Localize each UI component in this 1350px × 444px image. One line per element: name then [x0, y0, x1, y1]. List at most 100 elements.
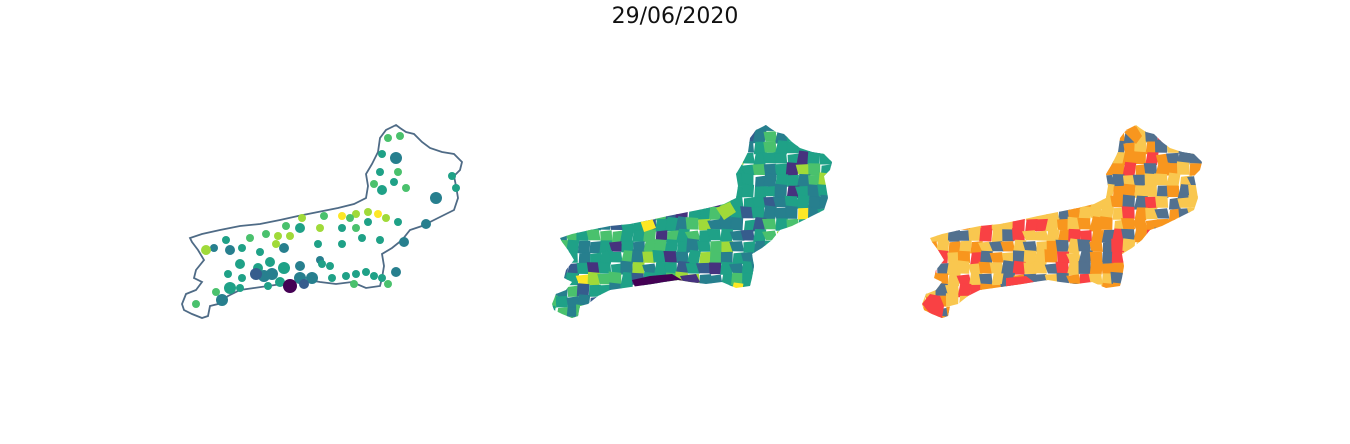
- municipality-region: [1156, 125, 1169, 132]
- municipality-region: [809, 125, 822, 132]
- municipality-region: [946, 125, 960, 132]
- municipality-region: [981, 125, 994, 133]
- municipality-region: [991, 319, 1003, 329]
- municipality-point: [382, 214, 390, 222]
- municipality-region: [740, 206, 754, 219]
- municipality-region: [1056, 272, 1070, 286]
- municipality-region: [566, 239, 580, 254]
- municipality-region: [687, 296, 701, 308]
- municipality-region: [923, 315, 939, 318]
- municipality-region: [776, 230, 789, 243]
- municipality-region: [554, 129, 569, 144]
- municipality-region: [829, 216, 832, 231]
- municipality-region: [958, 240, 972, 254]
- municipality-region: [1079, 283, 1092, 297]
- municipality-region: [1000, 241, 1016, 252]
- municipality-region: [1111, 131, 1126, 143]
- municipality-region: [586, 196, 601, 208]
- municipality-region: [1059, 319, 1070, 330]
- municipality-region: [664, 152, 678, 165]
- municipality-region: [935, 125, 948, 131]
- municipality-region: [794, 130, 810, 142]
- municipality-region: [1011, 185, 1026, 197]
- municipality-region: [979, 283, 993, 297]
- municipality-region: [764, 240, 777, 253]
- municipality-region: [1145, 207, 1158, 220]
- municipality-region: [817, 184, 831, 197]
- municipality-region: [1046, 305, 1060, 318]
- municipality-region: [979, 305, 992, 318]
- municipality-region: [707, 153, 723, 164]
- municipality-region: [1014, 131, 1027, 144]
- municipality-region: [608, 271, 622, 285]
- municipality-region: [664, 239, 679, 254]
- municipality-region: [552, 206, 556, 219]
- municipality-region: [809, 319, 821, 329]
- municipality-point: [262, 230, 270, 238]
- municipality-region: [1133, 151, 1146, 165]
- municipality-region: [968, 151, 982, 165]
- municipality-region: [785, 249, 800, 265]
- municipality-region: [831, 241, 832, 254]
- municipality-region: [1110, 195, 1125, 208]
- municipality-region: [796, 194, 810, 209]
- municipality-region: [708, 307, 723, 318]
- municipality-region: [959, 130, 972, 144]
- municipality-region: [1022, 230, 1038, 241]
- municipality-region: [676, 174, 689, 187]
- municipality-region: [611, 125, 624, 133]
- municipality-region: [817, 306, 832, 318]
- municipality-region: [1012, 260, 1026, 275]
- municipality-region: [923, 125, 939, 131]
- municipality-region: [1188, 304, 1202, 318]
- municipality-region: [752, 315, 767, 318]
- municipality-region: [1089, 304, 1104, 318]
- municipality-region: [957, 125, 971, 132]
- municipality-point: [283, 279, 297, 293]
- municipality-region: [644, 296, 657, 309]
- municipality-region: [1132, 219, 1148, 230]
- municipality-region: [685, 262, 700, 274]
- municipality-region: [664, 262, 678, 274]
- municipality-region: [576, 227, 589, 241]
- municipality-region: [956, 174, 971, 186]
- municipality-region: [922, 172, 927, 187]
- municipality-region: [698, 130, 711, 143]
- municipality-region: [688, 142, 701, 155]
- municipality-region: [741, 283, 755, 297]
- municipality-region: [680, 274, 700, 288]
- municipality-point: [364, 218, 372, 226]
- municipality-region: [830, 317, 832, 318]
- municipality-region: [1189, 163, 1202, 176]
- municipality-point: [370, 180, 378, 188]
- municipality-region: [773, 152, 788, 164]
- municipality-region: [1122, 194, 1136, 209]
- municipality-region: [721, 241, 734, 253]
- municipality-region: [675, 183, 690, 199]
- municipality-point: [295, 261, 305, 271]
- municipality-region: [631, 174, 645, 187]
- municipality-region: [829, 283, 832, 296]
- municipality-region: [588, 307, 602, 318]
- municipality-region: [686, 172, 699, 187]
- municipality-region: [1014, 295, 1026, 308]
- municipality-region: [923, 241, 939, 252]
- municipality-region: [786, 125, 800, 132]
- municipality-region: [1056, 163, 1070, 176]
- municipality-region: [1091, 229, 1104, 243]
- municipality-region: [784, 228, 798, 241]
- municipality-region: [957, 206, 972, 220]
- municipality-region: [663, 306, 678, 318]
- municipality-region: [552, 285, 558, 298]
- municipality-region: [1199, 150, 1202, 165]
- municipality-region: [969, 284, 983, 297]
- municipality-region: [968, 161, 983, 177]
- municipality-point: [299, 279, 309, 289]
- municipality-region: [764, 285, 778, 297]
- municipality-region: [1044, 207, 1059, 219]
- municipality-region: [742, 272, 755, 286]
- municipality-region: [764, 306, 778, 318]
- municipality-region: [1044, 249, 1058, 263]
- municipality-region: [685, 194, 699, 208]
- municipality-region: [697, 294, 710, 307]
